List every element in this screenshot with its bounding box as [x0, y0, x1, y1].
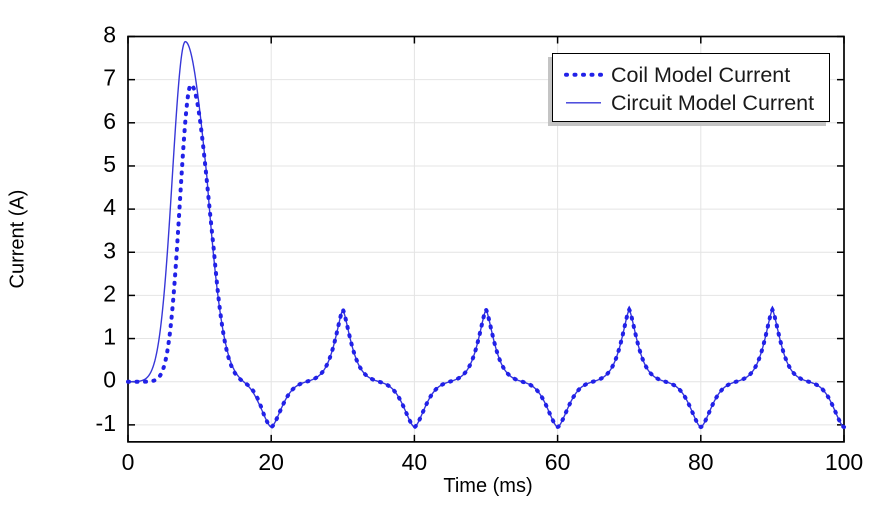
svg-text:8: 8	[103, 22, 116, 48]
svg-text:7: 7	[103, 65, 116, 91]
svg-text:-1: -1	[96, 410, 116, 436]
svg-text:1: 1	[103, 324, 116, 350]
svg-text:2: 2	[103, 280, 116, 306]
svg-text:40: 40	[402, 449, 428, 475]
svg-text:20: 20	[258, 449, 284, 475]
svg-text:5: 5	[103, 151, 116, 177]
svg-text:60: 60	[545, 449, 571, 475]
svg-text:6: 6	[103, 108, 116, 134]
svg-text:0: 0	[103, 367, 116, 393]
svg-text:0: 0	[122, 449, 135, 475]
svg-text:4: 4	[103, 194, 116, 220]
svg-text:100: 100	[825, 449, 863, 475]
svg-text:80: 80	[688, 449, 714, 475]
svg-text:3: 3	[103, 237, 116, 263]
